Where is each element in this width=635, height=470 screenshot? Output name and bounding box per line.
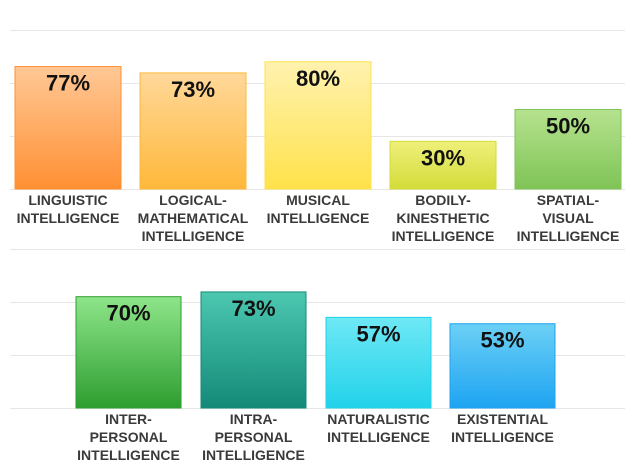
bar-value-label: 53% (480, 328, 524, 353)
bar (139, 72, 247, 190)
bar (449, 323, 556, 409)
bar (200, 291, 307, 409)
category-label: SPATIAL- (537, 192, 600, 208)
category-label: VISUAL (542, 210, 594, 226)
chart-panel-2: 70% INTER- PERSONAL INTELLIGENCE 73% INTRA- PE… (10, 249, 625, 463)
category-label: KINESTHETIC (396, 210, 489, 226)
chart-panel-1: 77% LINGUISTIC INTELLIGENCE 73% LOGICAL- MATH… (10, 30, 625, 244)
bar-value-label: 73% (171, 77, 215, 102)
category-label: MATHEMATICAL (138, 210, 249, 226)
bar (325, 316, 432, 409)
category-label: INTELLIGENCE (517, 228, 620, 244)
bar-value-label: 80% (296, 66, 340, 91)
category-label: INTELLIGENCE (327, 429, 430, 445)
bar (14, 66, 122, 190)
category-label: PERSONAL (215, 429, 293, 445)
category-label: INTER- (105, 411, 152, 427)
bar-value-label: 70% (106, 301, 150, 326)
category-label: PERSONAL (90, 429, 168, 445)
category-label: INTELLIGENCE (202, 447, 305, 463)
category-label: BODILY- (415, 192, 471, 208)
category-label: INTRA- (230, 411, 278, 427)
bar (75, 296, 182, 409)
category-label: NATURALISTIC (327, 411, 429, 427)
category-label: INTELLIGENCE (392, 228, 495, 244)
category-label: INTELLIGENCE (77, 447, 180, 463)
bar (514, 109, 622, 190)
category-label: INTELLIGENCE (17, 210, 120, 226)
bar-value-label: 57% (356, 321, 400, 346)
category-label: MUSICAL (286, 192, 350, 208)
bar-value-label: 73% (231, 296, 275, 321)
category-label: INTELLIGENCE (142, 228, 245, 244)
bar-value-label: 50% (546, 114, 590, 139)
bar (389, 140, 497, 190)
category-label: INTELLIGENCE (451, 429, 554, 445)
bar-value-label: 77% (46, 71, 90, 96)
category-label: EXISTENTIAL (457, 411, 548, 427)
category-label: LINGUISTIC (28, 192, 107, 208)
bar-value-label: 30% (421, 145, 465, 170)
bar (264, 61, 372, 190)
category-label: LOGICAL- (159, 192, 227, 208)
category-label: INTELLIGENCE (267, 210, 370, 226)
